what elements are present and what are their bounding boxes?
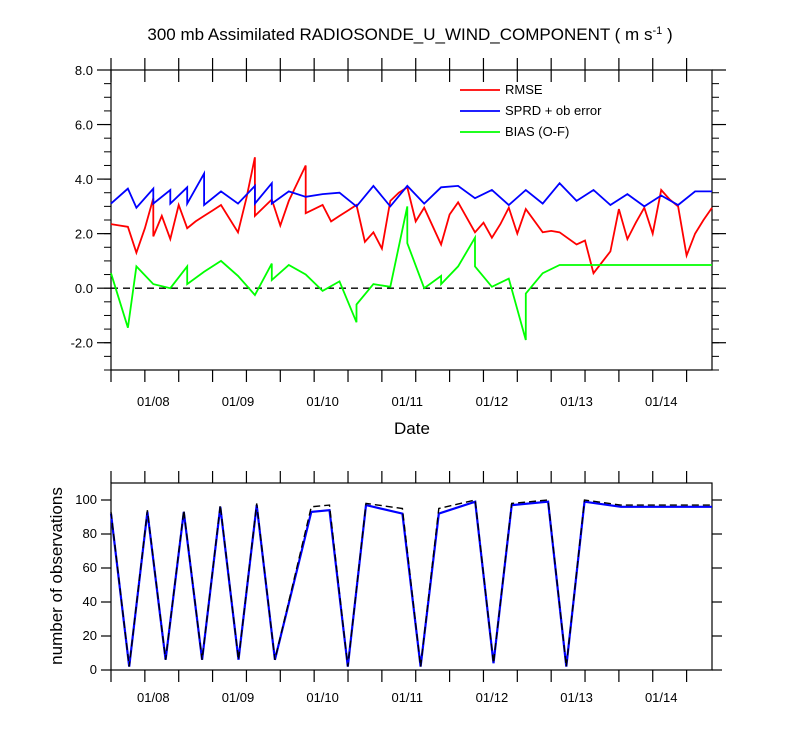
legend-label-sprd: SPRD + ob error [505, 103, 602, 118]
x-axis-label: Date [394, 419, 430, 438]
series-line-1 [110, 170, 712, 210]
top-y-tick-label: 0.0 [75, 281, 93, 296]
bottom-y-tick-label: 0 [90, 662, 97, 677]
top-y-tick-label: 4.0 [75, 172, 93, 187]
bottom-y-tick-label: 80 [83, 526, 97, 541]
bottom-x-tick-label: 01/14 [645, 690, 678, 705]
obs-series-line-0 [109, 500, 712, 667]
legend-label-rmse: RMSE [505, 82, 543, 97]
top-y-tick-label: 2.0 [75, 227, 93, 242]
top-x-tick-label: 01/13 [560, 394, 593, 409]
bottom-y-tick-label: 60 [83, 560, 97, 575]
bottom-x-tick-label: 01/11 [391, 690, 423, 705]
bottom-y-tick-label: 100 [75, 492, 97, 507]
bottom-x-tick-label: 01/13 [560, 690, 593, 705]
bottom-y-tick-label: 40 [83, 594, 97, 609]
top-y-tick-label: 8.0 [75, 63, 93, 78]
bottom-y-tick-label: 20 [83, 628, 97, 643]
legend-label-bias: BIAS (O-F) [505, 124, 569, 139]
bottom-plot-frame [110, 482, 713, 671]
top-x-tick-label: 01/08 [137, 394, 170, 409]
top-x-tick-label: 01/09 [222, 394, 255, 409]
top-axes: 01/08 01/09 01/10 01/11 01/12 01/13 01/14 -2.0 0… [71, 58, 726, 409]
bottom-series-group [109, 499, 712, 667]
y-axis-label-observations: number of observations [47, 487, 66, 665]
series-line-2 [110, 206, 712, 341]
bottom-x-tick-label: 01/09 [222, 690, 255, 705]
bottom-axes: 01/08 01/09 01/10 01/11 01/12 01/13 01/14 0 20 40… [75, 471, 722, 705]
bottom-x-tick-label: 01/12 [476, 690, 509, 705]
top-x-tick-label: 01/14 [645, 394, 678, 409]
top-x-tick-label: 01/10 [306, 394, 339, 409]
top-x-tick-label: 01/12 [476, 394, 509, 409]
series-line-0 [110, 157, 713, 276]
bottom-x-tick-label: 01/08 [137, 690, 170, 705]
top-series-group [110, 157, 713, 341]
top-y-tick-label: 6.0 [75, 118, 93, 133]
obs-series-line-1 [110, 499, 712, 667]
chart-title: 300 mb Assimilated RADIOSONDE_U_WIND_COM… [147, 25, 672, 44]
legend: RMSE SPRD + ob error BIAS (O-F) [460, 82, 602, 139]
bottom-x-tick-label: 01/10 [306, 690, 339, 705]
top-y-tick-label: -2.0 [71, 336, 93, 351]
top-x-tick-label: 01/11 [391, 394, 423, 409]
